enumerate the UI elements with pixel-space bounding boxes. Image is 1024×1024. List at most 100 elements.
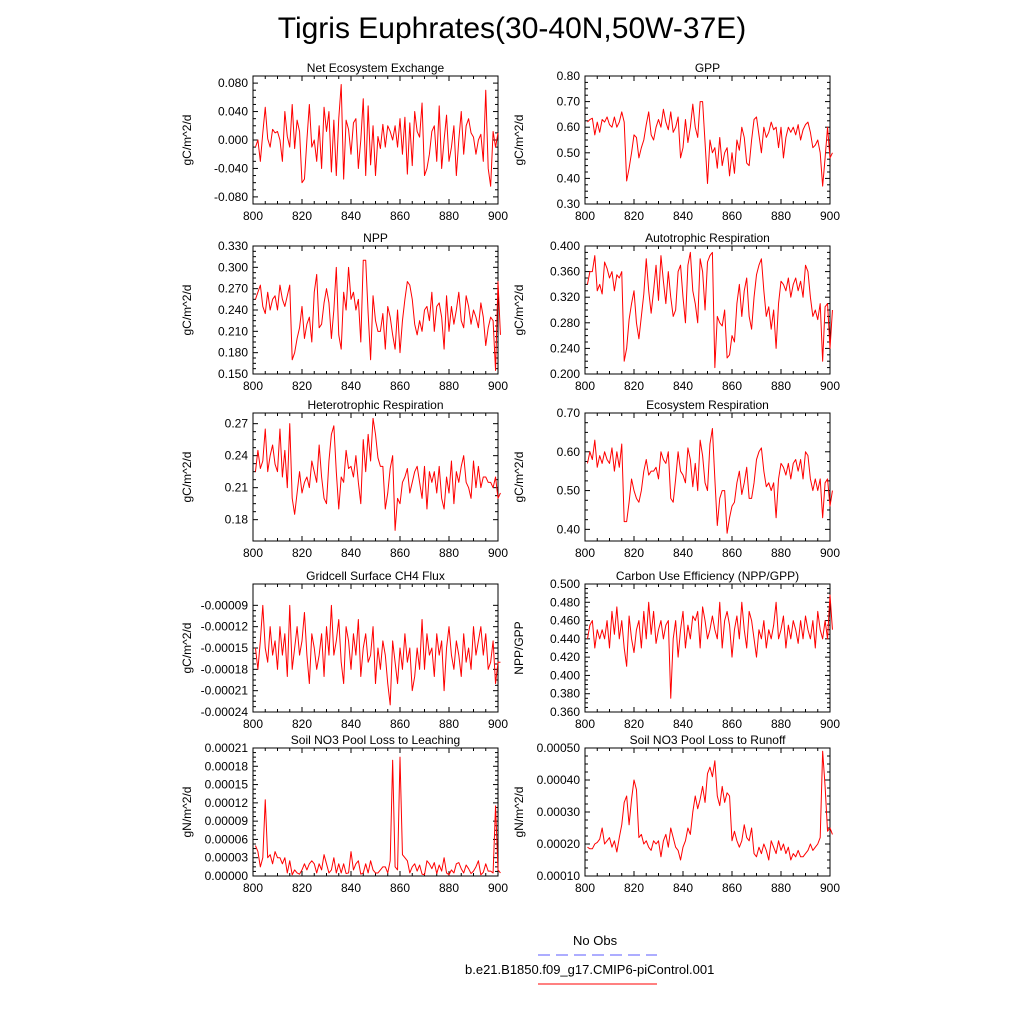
y-tick-label: -0.00024 <box>201 705 249 719</box>
y-tick-label: 0.380 <box>550 687 580 701</box>
y-tick-label: 0.00050 <box>537 741 581 755</box>
y-axis-label: gC/m^2/d <box>512 452 526 503</box>
x-tick-label: 820 <box>292 546 312 560</box>
x-tick-label: 860 <box>722 717 742 731</box>
y-tick-label: 0.210 <box>218 324 248 338</box>
x-tick-label: 800 <box>243 546 263 560</box>
y-tick-label: 0.440 <box>550 632 580 646</box>
y-tick-label: 0.40 <box>557 171 581 185</box>
x-tick-label: 900 <box>820 881 840 895</box>
series-line <box>587 101 833 187</box>
plot-frame <box>584 583 831 713</box>
y-tick-label: 0.80 <box>557 69 581 83</box>
y-tick-label: 0.24 <box>225 449 249 463</box>
y-axis-label: gC/m^2/d <box>180 452 194 503</box>
x-tick-label: 820 <box>624 546 644 560</box>
y-tick-label: 0.270 <box>218 282 248 296</box>
x-tick-label: 900 <box>820 546 840 560</box>
y-axis-label: gN/m^2/d <box>180 787 194 838</box>
panel-title: Gridcell Surface CH4 Flux <box>306 569 445 583</box>
x-tick-label: 820 <box>624 209 644 223</box>
series-line <box>587 750 833 861</box>
chart-panel-9: Soil NO3 Pool Loss to Leaching 800 820 840 8… <box>180 733 508 895</box>
y-tick-label: 0.320 <box>550 290 580 304</box>
chart-panel-3: NPP 800 820 840 860 880 900 0.150 0.180 0.210 0.24… <box>180 231 508 393</box>
chart-panel-2: GPP 800 820 840 860 880 900 0.30 0.40 0.50 0.60 0.7… <box>512 61 840 223</box>
y-tick-label: -0.040 <box>214 161 248 175</box>
panel-title: GPP <box>695 61 720 75</box>
y-tick-label: -0.00018 <box>201 662 249 676</box>
y-tick-label: -0.080 <box>214 190 248 204</box>
x-tick-label: 900 <box>488 209 508 223</box>
y-tick-label: 0.00030 <box>537 805 581 819</box>
series-line <box>254 756 501 876</box>
y-tick-label: -0.00009 <box>201 598 249 612</box>
chart-panel-6: Ecosystem Respiration 800 820 840 860 880 900 0… <box>512 398 840 560</box>
x-tick-label: 860 <box>390 209 410 223</box>
x-tick-label: 840 <box>673 209 693 223</box>
series-line <box>586 594 833 699</box>
y-tick-label: 0.00040 <box>537 773 581 787</box>
y-tick-label: 0.00020 <box>537 837 581 851</box>
y-tick-label: 0.50 <box>557 146 581 160</box>
x-tick-label: 800 <box>575 881 595 895</box>
y-tick-label: 0.00006 <box>205 832 249 846</box>
chart-panel-4: Autotrophic Respiration 800 820 840 860 880 90… <box>512 231 840 393</box>
x-tick-label: 880 <box>439 881 459 895</box>
x-tick-label: 840 <box>673 881 693 895</box>
x-tick-label: 840 <box>341 546 361 560</box>
series-line <box>254 604 501 706</box>
panel-title: Ecosystem Respiration <box>646 398 769 412</box>
y-tick-label: 0.180 <box>218 346 248 360</box>
x-tick-label: 840 <box>341 209 361 223</box>
y-tick-label: 0.00000 <box>205 869 249 883</box>
y-axis-label: gC/m^2/d <box>180 285 194 336</box>
x-tick-label: 800 <box>575 546 595 560</box>
y-tick-label: 0.60 <box>557 120 581 134</box>
x-tick-label: 860 <box>390 546 410 560</box>
chart-panel-8: Carbon Use Efficiency (NPP/GPP) 800 820 840… <box>512 569 840 731</box>
x-tick-label: 800 <box>243 209 263 223</box>
x-tick-label: 880 <box>771 546 791 560</box>
x-tick-label: 860 <box>390 881 410 895</box>
x-tick-label: 860 <box>390 379 410 393</box>
x-tick-label: 880 <box>771 717 791 731</box>
x-tick-label: 800 <box>243 379 263 393</box>
y-tick-label: -0.00021 <box>201 684 249 698</box>
y-tick-label: -0.00012 <box>201 620 249 634</box>
x-tick-label: 820 <box>292 379 312 393</box>
chart-panel-1: Net Ecosystem Exchange 800 820 840 860 880 900… <box>180 61 508 223</box>
y-tick-label: 0.400 <box>550 668 580 682</box>
series-line <box>586 251 833 369</box>
y-tick-label: 0.00018 <box>205 759 249 773</box>
x-tick-label: 840 <box>673 717 693 731</box>
y-axis-label: gC/m^2/d <box>180 623 194 674</box>
y-tick-label: 0.300 <box>218 260 248 274</box>
x-tick-label: 800 <box>575 379 595 393</box>
y-tick-label: 0.60 <box>557 445 581 459</box>
panel-title: Heterotrophic Respiration <box>307 398 443 412</box>
x-tick-label: 900 <box>820 717 840 731</box>
panel-title: Carbon Use Efficiency (NPP/GPP) <box>616 569 799 583</box>
chart-panel-10: Soil NO3 Pool Loss to Runoff 800 820 840 860… <box>512 733 840 895</box>
y-tick-label: 0.70 <box>557 406 581 420</box>
x-tick-label: 820 <box>624 717 644 731</box>
x-tick-label: 880 <box>771 379 791 393</box>
x-tick-label: 900 <box>820 209 840 223</box>
y-tick-label: 0.360 <box>550 265 580 279</box>
x-tick-label: 840 <box>341 881 361 895</box>
series-line <box>254 417 501 531</box>
x-tick-label: 880 <box>439 379 459 393</box>
chart-panel-7: Gridcell Surface CH4 Flux 800 820 840 860 880… <box>180 569 508 731</box>
chart-panel-5: Heterotrophic Respiration 800 820 840 860 880… <box>180 398 508 560</box>
y-axis-label: gC/m^2/d <box>180 115 194 166</box>
x-tick-label: 880 <box>771 881 791 895</box>
panel-title: Autotrophic Respiration <box>645 231 770 245</box>
y-tick-label: 0.00009 <box>205 814 249 828</box>
x-tick-label: 840 <box>673 379 693 393</box>
x-tick-label: 820 <box>292 717 312 731</box>
plot-frame <box>252 245 499 375</box>
y-tick-label: 0.50 <box>557 484 581 498</box>
x-tick-label: 860 <box>390 717 410 731</box>
